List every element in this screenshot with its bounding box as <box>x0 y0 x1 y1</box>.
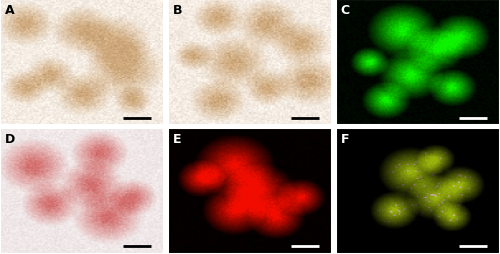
Text: A: A <box>5 4 15 17</box>
Text: F: F <box>340 132 349 145</box>
Text: B: B <box>172 4 182 17</box>
Text: C: C <box>340 4 349 17</box>
Text: D: D <box>5 132 15 145</box>
Text: E: E <box>172 132 181 145</box>
